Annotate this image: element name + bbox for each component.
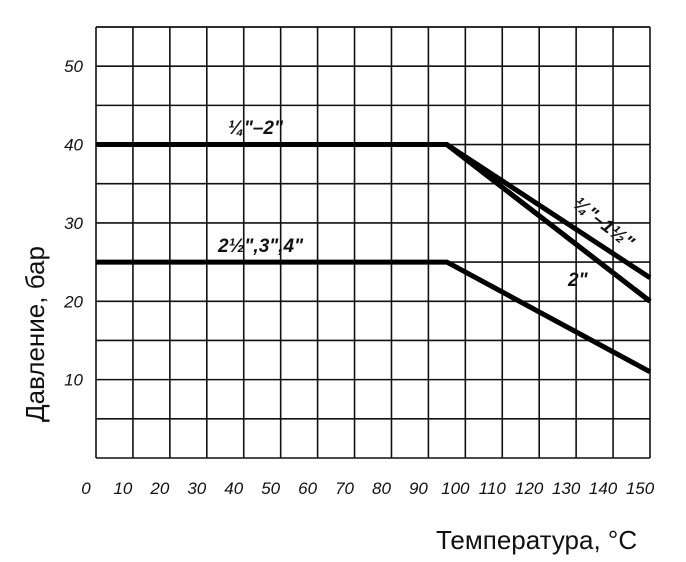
y-tick-label: 40 (64, 136, 83, 155)
x-tick-label: 10 (113, 479, 132, 498)
x-tick-label: 90 (409, 479, 428, 498)
series-lines (96, 142, 652, 374)
y-tick-labels: 10 20 30 40 50 (63, 57, 83, 389)
x-tick-label: 150 (626, 479, 655, 498)
y-tick-label: 50 (64, 57, 83, 76)
series-label-quarter-to-2: ¼"–2" (228, 118, 284, 139)
y-tick-label: 10 (64, 371, 83, 390)
x-tick-label: 100 (441, 479, 470, 498)
y-tick-label: 30 (64, 214, 83, 233)
x-tick-label: 0 (81, 479, 91, 498)
series-label-2half-3-4: 2½",3",4" (217, 236, 304, 257)
x-tick-label: 50 (261, 479, 280, 498)
x-tick-label: 30 (187, 479, 206, 498)
x-tick-labels: 0 10 20 30 40 50 60 70 80 90 100 110 120 130 140 150 (81, 479, 654, 498)
x-tick-label: 80 (372, 479, 391, 498)
series-line-4 (96, 259, 652, 374)
x-tick-label: 60 (298, 479, 317, 498)
x-tick-label: 110 (479, 479, 507, 498)
series-line-3 (96, 142, 652, 304)
x-tick-label: 130 (552, 479, 581, 498)
y-tick-label: 20 (63, 292, 83, 311)
grid (95, 26, 651, 459)
x-tick-label: 120 (515, 479, 544, 498)
y-axis-title: Давление, бар (20, 246, 50, 422)
x-axis-title: Температура, °C (436, 525, 637, 555)
x-tick-label: 20 (149, 479, 169, 498)
series-line-2 (96, 142, 652, 280)
x-tick-label: 40 (224, 479, 243, 498)
x-tick-label: 140 (589, 479, 618, 498)
series-label-2inch: 2" (567, 270, 589, 291)
x-tick-label: 70 (335, 479, 354, 498)
